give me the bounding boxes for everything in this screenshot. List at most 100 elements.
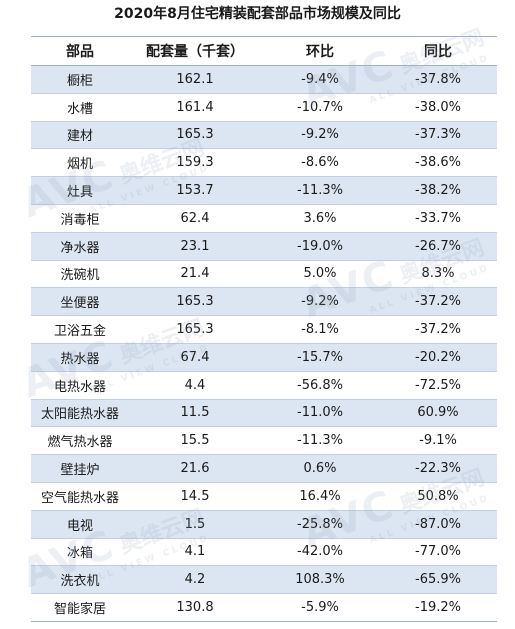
volume-cell: 159.3	[129, 148, 261, 178]
yoy-cell: -37.3%	[379, 121, 497, 150]
mom-cell: -10.7%	[261, 93, 379, 122]
header-row: 部品 配套量（千套） 环比 同比	[31, 36, 497, 66]
yoy-cell: -77.0%	[379, 538, 497, 567]
mom-cell: -11.0%	[261, 399, 379, 428]
yoy-cell: -72.5%	[379, 371, 497, 400]
yoy-cell: -19.2%	[379, 593, 497, 622]
table-row: 电视 1.5 -25.8% -87.0%	[31, 510, 497, 539]
mom-cell: -19.0%	[261, 232, 379, 261]
mom-cell: 3.6%	[261, 204, 379, 233]
column-header-yoy: 同比	[379, 36, 497, 66]
volume-cell: 23.1	[129, 232, 261, 261]
yoy-cell: -22.3%	[379, 454, 497, 483]
table-row: 消毒柜 62.4 3.6% -33.7%	[31, 204, 497, 233]
yoy-cell: -37.2%	[379, 287, 497, 317]
part-cell: 燃气热水器	[31, 426, 129, 456]
mom-cell: -9.2%	[261, 121, 379, 150]
volume-cell: 161.4	[129, 93, 261, 122]
yoy-cell: -37.8%	[379, 65, 497, 94]
mom-cell: -25.8%	[261, 510, 379, 539]
table-row: 太阳能热水器 11.5 -11.0% 60.9%	[31, 399, 497, 428]
data-table: 部品 配套量（千套） 环比 同比 橱柜 162.1 -9.4% -37.8% 水槽 161…	[31, 36, 497, 622]
volume-cell: 4.1	[129, 538, 261, 567]
mom-cell: 16.4%	[261, 482, 379, 511]
volume-cell: 15.5	[129, 426, 261, 456]
part-cell: 洗衣机	[31, 565, 129, 595]
part-cell: 冰箱	[31, 538, 129, 567]
part-cell: 建材	[31, 121, 129, 150]
table-row: 建材 165.3 -9.2% -37.3%	[31, 121, 497, 150]
table-row: 坐便器 165.3 -9.2% -37.2%	[31, 287, 497, 317]
table-row: 热水器 67.4 -15.7% -20.2%	[31, 343, 497, 372]
part-cell: 电热水器	[31, 371, 129, 400]
table-row: 电热水器 4.4 -56.8% -72.5%	[31, 371, 497, 400]
volume-cell: 14.5	[129, 482, 261, 511]
volume-cell: 1.5	[129, 510, 261, 539]
part-cell: 太阳能热水器	[31, 399, 129, 428]
part-cell: 洗碗机	[31, 260, 129, 289]
mom-cell: -9.2%	[261, 287, 379, 317]
part-cell: 净水器	[31, 232, 129, 261]
part-cell: 电视	[31, 510, 129, 539]
table-row: 洗碗机 21.4 5.0% 8.3%	[31, 260, 497, 289]
volume-cell: 4.2	[129, 565, 261, 595]
mom-cell: -9.4%	[261, 65, 379, 94]
yoy-cell: -20.2%	[379, 343, 497, 372]
volume-cell: 67.4	[129, 343, 261, 372]
part-cell: 壁挂炉	[31, 454, 129, 483]
part-cell: 烟机	[31, 148, 129, 178]
mom-cell: -11.3%	[261, 426, 379, 456]
table-row: 卫浴五金 165.3 -8.1% -37.2%	[31, 315, 497, 344]
column-header-part: 部品	[31, 36, 129, 66]
mom-cell: -8.1%	[261, 315, 379, 344]
table-row: 智能家居 130.8 -5.9% -19.2%	[31, 593, 497, 622]
mom-cell: -15.7%	[261, 343, 379, 372]
table-row: 燃气热水器 15.5 -11.3% -9.1%	[31, 426, 497, 456]
part-cell: 橱柜	[31, 65, 129, 94]
volume-cell: 165.3	[129, 287, 261, 317]
chart-title: 2020年8月住宅精装配套部品市场规模及同比	[114, 6, 401, 22]
part-cell: 卫浴五金	[31, 315, 129, 344]
mom-cell: -11.3%	[261, 176, 379, 205]
table-row: 水槽 161.4 -10.7% -38.0%	[31, 93, 497, 122]
part-cell: 灶具	[31, 176, 129, 205]
table-row: 冰箱 4.1 -42.0% -77.0%	[31, 538, 497, 567]
yoy-cell: -33.7%	[379, 204, 497, 233]
part-cell: 水槽	[31, 93, 129, 122]
yoy-cell: -38.0%	[379, 93, 497, 122]
mom-cell: -5.9%	[261, 593, 379, 622]
volume-cell: 153.7	[129, 176, 261, 205]
table-row: 空气能热水器 14.5 16.4% 50.8%	[31, 482, 497, 511]
yoy-cell: -87.0%	[379, 510, 497, 539]
yoy-cell: 60.9%	[379, 399, 497, 428]
part-cell: 空气能热水器	[31, 482, 129, 511]
part-cell: 智能家居	[31, 593, 129, 622]
volume-cell: 21.6	[129, 454, 261, 483]
volume-cell: 11.5	[129, 399, 261, 428]
column-header-mom: 环比	[261, 36, 379, 66]
yoy-cell: -65.9%	[379, 565, 497, 595]
part-cell: 消毒柜	[31, 204, 129, 233]
mom-cell: -56.8%	[261, 371, 379, 400]
yoy-cell: -9.1%	[379, 426, 497, 456]
table-row: 壁挂炉 21.6 0.6% -22.3%	[31, 454, 497, 483]
yoy-cell: -26.7%	[379, 232, 497, 261]
mom-cell: 108.3%	[261, 565, 379, 595]
volume-cell: 130.8	[129, 593, 261, 622]
part-cell: 热水器	[31, 343, 129, 372]
part-cell: 坐便器	[31, 287, 129, 317]
volume-cell: 165.3	[129, 315, 261, 344]
yoy-cell: 50.8%	[379, 482, 497, 511]
yoy-cell: -37.2%	[379, 315, 497, 344]
yoy-cell: 8.3%	[379, 260, 497, 289]
volume-cell: 4.4	[129, 371, 261, 400]
column-header-volume: 配套量（千套）	[129, 36, 261, 66]
mom-cell: 5.0%	[261, 260, 379, 289]
volume-cell: 165.3	[129, 121, 261, 150]
table-row: 净水器 23.1 -19.0% -26.7%	[31, 232, 497, 261]
table-row: 烟机 159.3 -8.6% -38.6%	[31, 148, 497, 178]
yoy-cell: -38.2%	[379, 176, 497, 205]
mom-cell: -42.0%	[261, 538, 379, 567]
volume-cell: 162.1	[129, 65, 261, 94]
